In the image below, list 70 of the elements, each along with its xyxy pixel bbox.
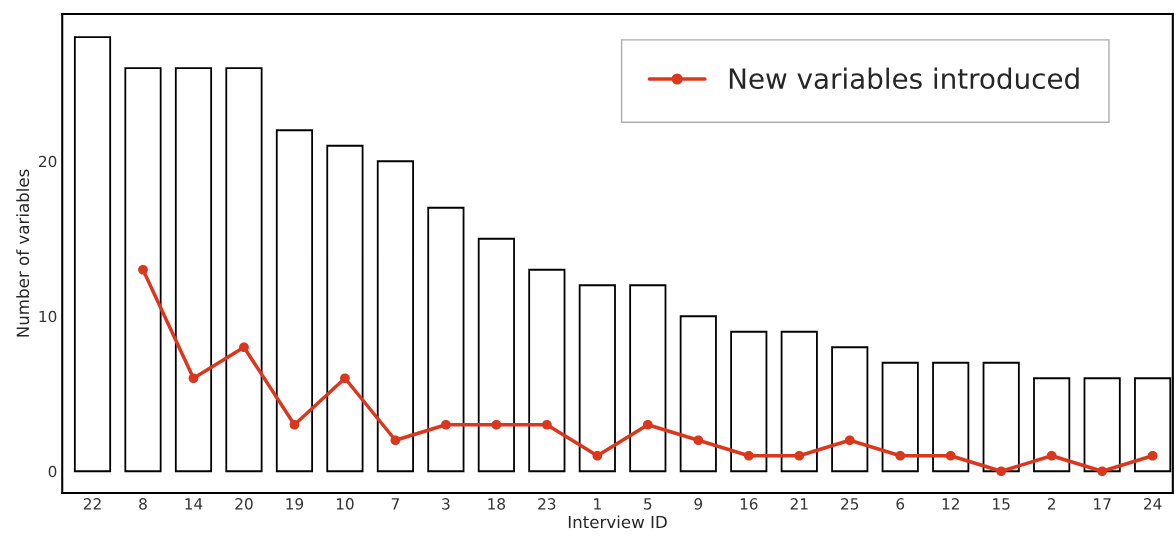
point (642, 419, 653, 430)
point (794, 450, 805, 461)
x-tick-label: 1 (594, 498, 601, 510)
y-tick-label: 0 (48, 465, 57, 478)
bar (831, 346, 869, 473)
bar (326, 144, 364, 473)
x-tick-label: 20 (235, 498, 253, 510)
x-tick-label: 15 (993, 498, 1010, 510)
bar (629, 284, 667, 473)
x-axis-title: Interview ID (568, 515, 667, 529)
bar (982, 361, 1020, 473)
point (340, 373, 350, 384)
x-tick-label: 10 (336, 498, 354, 510)
x-tick-label: 22 (83, 498, 101, 510)
y-tick-label: 10 (39, 310, 57, 323)
y-tick-label: 20 (39, 155, 57, 168)
x-tick-label: 9 (694, 498, 703, 510)
x-tick-label: 6 (896, 498, 905, 510)
bar (275, 129, 314, 473)
x-tick-label: 21 (790, 498, 808, 510)
x-tick-label: 24 (1144, 498, 1162, 510)
x-tick-label: 19 (286, 498, 304, 510)
bar (124, 67, 162, 473)
x-tick-label: 12 (942, 498, 959, 510)
point (1046, 450, 1057, 461)
point (491, 419, 502, 430)
x-tick-label: 16 (740, 498, 758, 510)
point (138, 264, 148, 275)
point (239, 342, 249, 353)
bar (730, 330, 768, 473)
bar (881, 361, 919, 473)
point (844, 435, 855, 446)
point (1147, 450, 1158, 461)
bar (578, 284, 616, 473)
bar (932, 361, 970, 473)
bar (1033, 377, 1071, 473)
bar (679, 315, 717, 473)
bar (376, 160, 414, 473)
point (743, 450, 754, 461)
bar (174, 67, 213, 473)
point (289, 419, 300, 430)
bar (528, 268, 566, 473)
bar (427, 206, 465, 473)
x-tick-label: 3 (442, 498, 450, 510)
x-tick-label: 17 (1094, 498, 1111, 510)
y-axis-title: Number of variables (16, 169, 30, 337)
point (1097, 466, 1108, 477)
x-tick-label: 2 (1047, 498, 1055, 510)
point (996, 466, 1007, 477)
point (945, 450, 956, 461)
x-tick-label: 8 (139, 498, 147, 510)
bar (73, 36, 112, 473)
point (541, 419, 552, 430)
x-tick-label: 7 (391, 498, 399, 510)
point (693, 435, 704, 446)
point (895, 450, 906, 461)
point (592, 450, 603, 461)
x-tick-label: 23 (538, 498, 556, 510)
bar (477, 237, 515, 473)
point (390, 435, 401, 446)
point (188, 373, 199, 384)
x-tick-label: 18 (488, 498, 506, 510)
x-tick-label: 5 (644, 498, 652, 510)
bar (225, 67, 263, 473)
bar (780, 330, 818, 473)
x-tick-label: 14 (185, 498, 203, 510)
x-tick-label: 25 (841, 498, 859, 510)
bar (1083, 377, 1121, 473)
point (441, 419, 451, 430)
legend-label: New variables introduced (729, 67, 1079, 90)
